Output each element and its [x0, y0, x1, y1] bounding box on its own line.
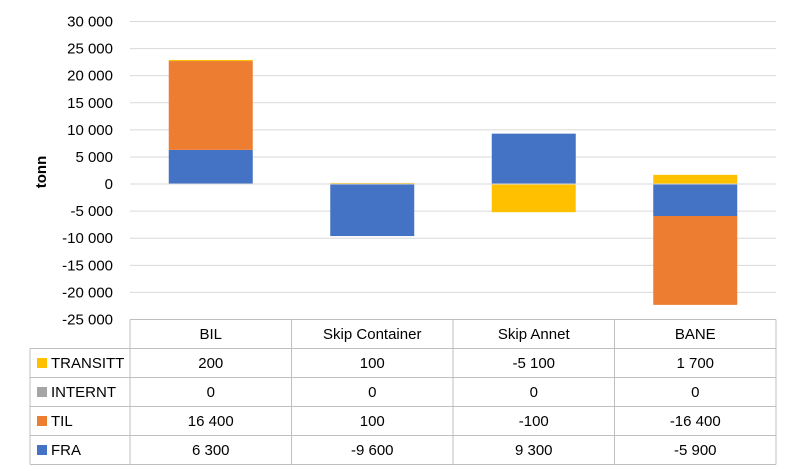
category-label: BANE	[675, 326, 716, 343]
category-label: BIL	[199, 326, 222, 343]
y-tick-label: -10 000	[62, 230, 113, 247]
data-label: 100	[360, 355, 385, 372]
legend-label: INTERNT	[51, 384, 116, 401]
legend-key-transitt	[37, 358, 47, 368]
category-label: Skip Container	[323, 326, 421, 343]
data-label: 200	[198, 355, 223, 372]
y-tick-label: 0	[105, 176, 113, 193]
y-tick-label: 30 000	[67, 14, 113, 31]
y-axis-ticks: 30 000 25 000 20 000 15 000 10 000 5 000 0 -5 0…	[62, 14, 113, 329]
bar-segment-transitt	[491, 184, 576, 213]
data-label: 0	[207, 384, 215, 401]
bar-segment-transitt	[653, 174, 738, 185]
y-tick-label: -5 000	[70, 203, 113, 220]
y-tick-label: 10 000	[67, 122, 113, 139]
data-label: 0	[368, 384, 376, 401]
y-tick-label: 20 000	[67, 68, 113, 85]
y-tick-label: 25 000	[67, 41, 113, 58]
y-tick-label: 5 000	[75, 149, 113, 166]
data-label: 9 300	[515, 442, 553, 459]
bar-segment-fra	[653, 184, 738, 217]
y-tick-label: -20 000	[62, 284, 113, 301]
data-table: BIL Skip Container Skip Annet BANE TRANSITT 2…	[29, 319, 777, 465]
data-label: 6 300	[192, 442, 230, 459]
bars	[130, 59, 776, 305]
data-label: 0	[691, 384, 699, 401]
legend-label: TRANSITT	[51, 355, 124, 372]
bar-segment-til	[168, 61, 253, 150]
legend-key-fra	[37, 445, 47, 455]
bar-segment-transitt	[168, 59, 253, 62]
bar-segment-fra	[330, 184, 415, 237]
y-tick-label: -15 000	[62, 257, 113, 274]
y-tick-label: -25 000	[62, 312, 113, 329]
data-label: -5 900	[674, 442, 717, 459]
data-label: 1 700	[676, 355, 714, 372]
legend-label: FRA	[51, 442, 81, 459]
data-label: -9 600	[351, 442, 394, 459]
y-tick-label: 15 000	[67, 95, 113, 112]
bar-segment-transitt	[330, 182, 415, 184]
data-label: -16 400	[670, 413, 721, 430]
bar-segment-fra	[491, 133, 576, 185]
data-label: -5 100	[512, 355, 555, 372]
data-label: 0	[530, 384, 538, 401]
legend-key-til	[37, 416, 47, 426]
legend-key-internt	[37, 387, 47, 397]
category-label: Skip Annet	[498, 326, 571, 343]
y-axis-label: tonn	[33, 156, 50, 188]
legend-label: TIL	[51, 413, 73, 430]
bar-segment-fra	[168, 149, 253, 185]
data-label: 16 400	[188, 413, 234, 430]
data-label: 100	[360, 413, 385, 430]
data-label: -100	[519, 413, 549, 430]
bar-segment-til	[653, 216, 738, 305]
